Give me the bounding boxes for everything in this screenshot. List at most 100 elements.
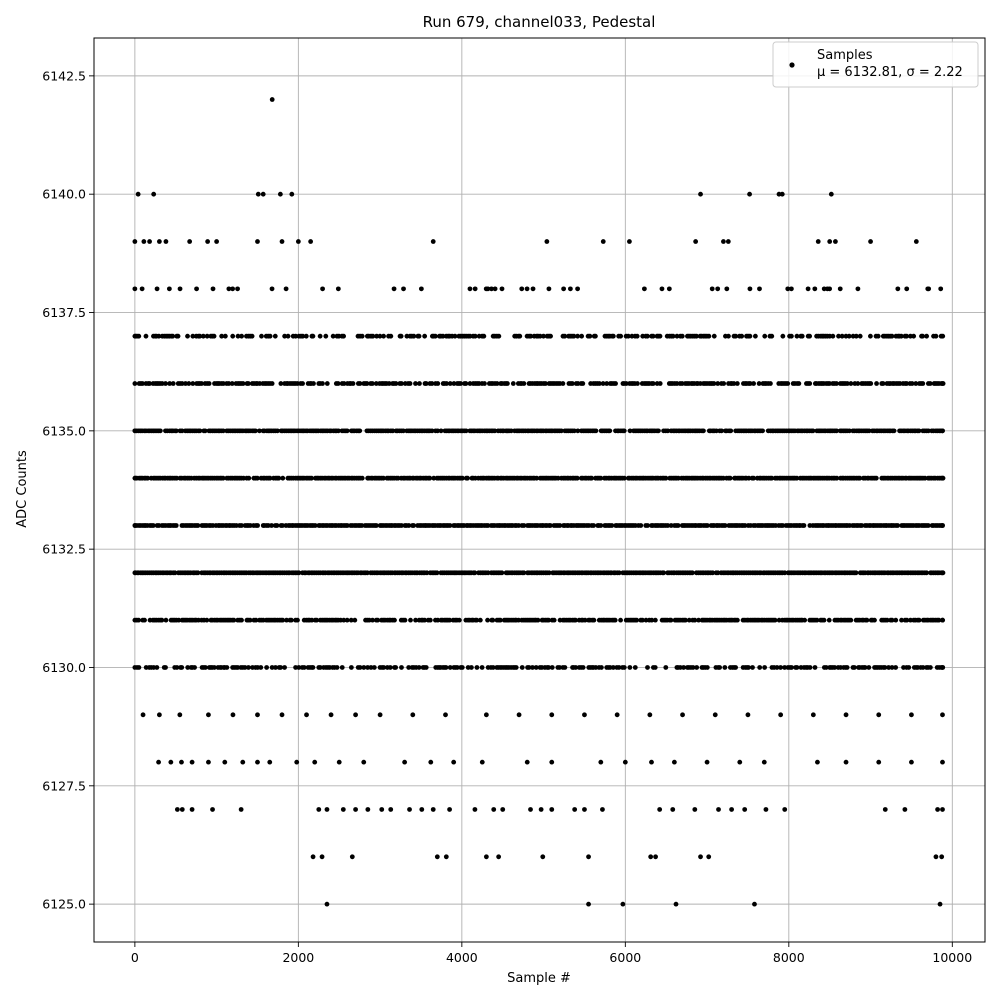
data-point — [742, 523, 748, 528]
data-point — [516, 523, 522, 528]
data-point — [868, 333, 873, 339]
data-point — [561, 286, 567, 292]
data-point — [582, 807, 587, 812]
data-point — [427, 475, 433, 481]
axes-frame — [93, 37, 986, 943]
data-point — [206, 712, 211, 718]
data-point — [469, 665, 474, 670]
data-point — [361, 759, 367, 765]
data-point — [526, 665, 532, 670]
data-point — [220, 428, 226, 434]
legend-stats: μ = 6132.81, σ = 2.22 — [817, 65, 963, 80]
data-point — [600, 381, 606, 386]
data-point — [365, 665, 371, 670]
data-point — [889, 333, 895, 339]
data-point — [613, 381, 618, 386]
data-point — [335, 381, 341, 386]
data-point — [598, 665, 604, 670]
data-point — [546, 570, 552, 576]
data-point — [211, 333, 217, 339]
data-point — [481, 333, 487, 339]
data-point — [140, 381, 145, 386]
data-point — [937, 901, 943, 907]
data-point — [757, 286, 762, 292]
data-point — [280, 523, 285, 528]
data-point — [889, 617, 895, 623]
data-point — [855, 286, 861, 292]
data-point — [750, 665, 755, 670]
data-point — [802, 617, 808, 623]
data-point — [649, 759, 654, 765]
data-point — [940, 617, 946, 623]
data-point — [661, 570, 667, 576]
data-points — [132, 97, 946, 907]
data-point — [474, 617, 480, 623]
data-point — [780, 333, 786, 339]
data-point — [709, 286, 715, 292]
data-point — [706, 854, 712, 860]
data-point — [451, 759, 457, 765]
data-point — [350, 381, 356, 386]
data-point — [807, 381, 813, 386]
data-point — [163, 239, 169, 244]
data-point — [381, 665, 387, 670]
data-point — [616, 570, 622, 576]
data-point — [593, 665, 599, 670]
data-point — [173, 428, 179, 434]
data-point — [416, 333, 422, 339]
data-point — [447, 617, 453, 623]
data-point — [821, 617, 827, 623]
data-point — [370, 333, 376, 339]
data-point — [269, 381, 275, 386]
data-point — [451, 381, 457, 386]
data-point — [674, 333, 680, 339]
data-point — [289, 191, 295, 197]
data-point — [459, 665, 465, 670]
data-point — [296, 570, 302, 576]
data-point — [694, 333, 699, 339]
data-point — [610, 333, 616, 339]
data-point — [309, 617, 315, 623]
data-point — [839, 333, 845, 339]
data-point — [645, 523, 650, 528]
data-point — [677, 665, 683, 670]
data-point — [830, 333, 836, 339]
data-point — [652, 617, 658, 623]
data-point — [600, 807, 605, 812]
data-point — [357, 381, 363, 386]
y-tick-label: 6135.0 — [42, 423, 86, 438]
data-point — [132, 286, 138, 292]
data-point — [490, 617, 496, 623]
data-point — [428, 759, 434, 765]
data-point — [479, 665, 485, 670]
data-point — [517, 333, 523, 339]
data-point — [136, 617, 142, 623]
data-point — [889, 665, 895, 670]
data-point — [846, 333, 852, 339]
data-point — [474, 665, 480, 670]
data-point — [416, 665, 422, 670]
data-point — [572, 807, 578, 812]
data-point — [586, 901, 591, 907]
data-point — [310, 665, 316, 670]
data-point — [265, 523, 271, 528]
data-point — [139, 286, 145, 292]
data-point — [189, 759, 195, 765]
data-point — [204, 333, 210, 339]
data-point — [782, 807, 788, 812]
data-point — [789, 665, 794, 670]
data-point — [323, 333, 329, 339]
data-point — [848, 617, 854, 623]
data-point — [489, 286, 494, 292]
data-point — [353, 712, 358, 718]
data-point — [575, 333, 581, 339]
data-point — [273, 665, 278, 670]
data-point — [799, 333, 805, 339]
data-point — [336, 428, 341, 434]
data-point — [938, 286, 944, 292]
data-point — [175, 333, 181, 339]
data-point — [296, 665, 302, 670]
data-point — [560, 381, 566, 386]
data-point — [715, 286, 721, 292]
data-point — [747, 191, 752, 197]
